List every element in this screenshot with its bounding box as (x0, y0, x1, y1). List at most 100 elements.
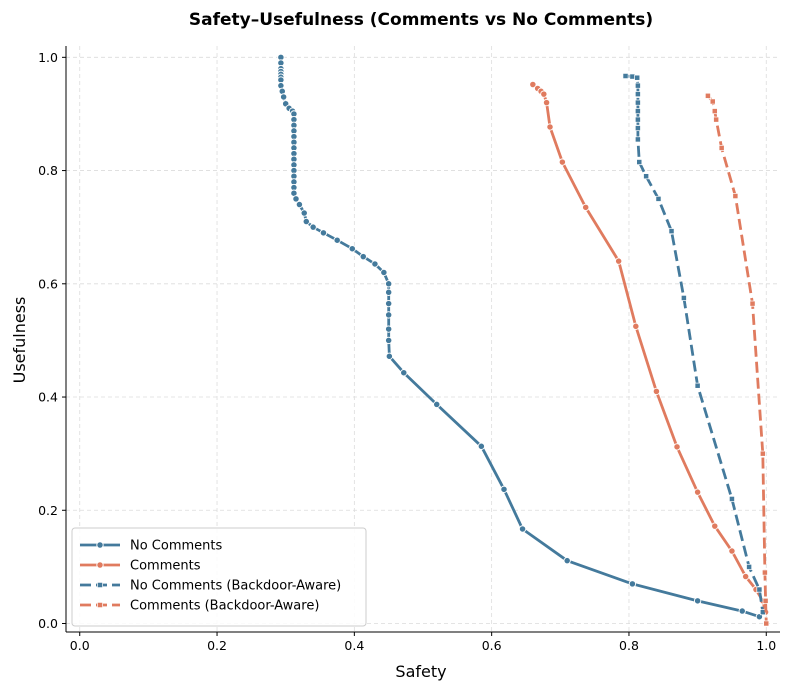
data-point (742, 572, 750, 581)
data-point (634, 74, 641, 81)
data-point (652, 387, 661, 396)
data-point (636, 159, 643, 166)
data-point (673, 443, 681, 451)
data-point (385, 336, 393, 345)
data-point (738, 607, 746, 615)
data-point (634, 136, 641, 143)
data-point (385, 325, 393, 333)
data-point (749, 300, 756, 307)
data-point (693, 597, 702, 605)
x-tick-label: 0.2 (207, 638, 227, 653)
data-point (309, 223, 317, 231)
legend-item: Comments (Backdoor-Aware) (80, 599, 319, 614)
data-point (477, 442, 486, 450)
data-point (628, 580, 637, 588)
data-point (319, 229, 328, 237)
data-point (694, 382, 701, 389)
data-point (711, 108, 718, 115)
legend-item: No Comments (80, 539, 223, 554)
data-point (558, 158, 567, 166)
y-tick-label: 0.0 (38, 616, 58, 631)
data-point (371, 260, 379, 268)
legend-label: No Comments (Backdoor-Aware) (130, 579, 341, 594)
legend-label: Comments (130, 559, 201, 574)
data-point (385, 311, 393, 319)
data-point (704, 92, 711, 99)
x-tick-label: 1.0 (756, 638, 776, 653)
data-point (728, 547, 736, 555)
data-point (634, 99, 641, 106)
data-point (292, 195, 300, 203)
data-point (634, 91, 641, 98)
series-2 (529, 80, 770, 616)
data-point (385, 288, 393, 296)
data-point (759, 450, 766, 457)
legend-swatch-marker (97, 602, 103, 608)
data-point (756, 586, 763, 593)
data-point (634, 108, 641, 115)
y-axis-label: Usefulness (10, 297, 29, 384)
x-tick-label: 0.8 (619, 638, 639, 653)
legend-swatch-marker (96, 561, 104, 569)
data-point (622, 73, 629, 79)
data-point (643, 173, 650, 180)
data-point (348, 245, 356, 253)
data-point (385, 280, 393, 288)
x-axis-label: Safety (395, 662, 446, 681)
data-point (540, 90, 548, 98)
ticks: 0.0 0.2 0.4 0.6 0.8 1.0 0.0 0.2 0.4 0.6 0.8 1.0 (38, 50, 776, 653)
legend: No Comments Comments No Comments (Backdoor… (71, 527, 367, 627)
data-point (518, 525, 527, 533)
data-point (500, 485, 508, 493)
data-point (634, 125, 641, 132)
data-point (380, 268, 388, 277)
data-point (655, 195, 662, 202)
series-4 (704, 92, 770, 627)
legend-item: No Comments (Backdoor-Aware) (80, 579, 341, 594)
data-point (279, 93, 288, 101)
y-tick-label: 0.8 (38, 163, 58, 178)
series-layer (277, 53, 770, 627)
data-point (763, 620, 770, 627)
legend-swatch-marker (97, 582, 103, 588)
legend-item: Comments (80, 559, 201, 574)
data-point (542, 98, 551, 107)
data-point (529, 80, 537, 89)
data-point (732, 193, 739, 199)
data-point (433, 400, 441, 409)
data-point (668, 228, 675, 235)
data-point (302, 217, 310, 226)
data-point (629, 73, 636, 80)
data-point (333, 236, 341, 244)
data-point (713, 116, 720, 123)
data-point (615, 257, 623, 265)
data-point (693, 488, 702, 496)
y-tick-label: 0.6 (38, 276, 58, 291)
data-point (728, 495, 735, 502)
data-point (680, 295, 687, 301)
data-point (385, 352, 394, 360)
axes (65, 46, 780, 633)
x-tick-label: 0.0 (70, 638, 90, 653)
series-3 (622, 73, 766, 616)
data-point (385, 299, 393, 308)
chart-title: Safety–Usefulness (Comments vs No Commen… (189, 10, 653, 30)
data-point (762, 597, 769, 604)
legend-label: Comments (Backdoor-Aware) (130, 599, 319, 614)
data-point (746, 563, 753, 570)
data-point (718, 144, 725, 151)
y-tick-label: 0.2 (38, 503, 58, 518)
data-point (400, 369, 408, 377)
data-point (711, 522, 719, 530)
data-point (634, 82, 641, 89)
y-tick-label: 1.0 (38, 50, 58, 65)
data-point (582, 203, 590, 212)
x-tick-label: 0.4 (344, 638, 364, 653)
legend-box (71, 527, 367, 627)
data-point (563, 557, 571, 565)
data-point (634, 116, 641, 123)
legend-label: No Comments (130, 539, 223, 554)
data-point (632, 322, 640, 330)
legend-swatch-marker (96, 541, 104, 549)
